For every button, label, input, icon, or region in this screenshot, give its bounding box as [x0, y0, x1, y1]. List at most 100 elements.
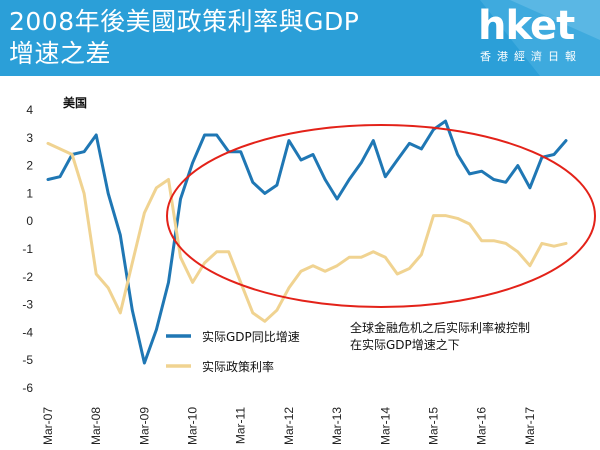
data-point-gdp [372, 139, 375, 142]
data-point-rate [203, 261, 206, 265]
data-point-rate [408, 267, 411, 270]
data-point-gdp [323, 178, 327, 181]
page-title: 2008年後美國政策利率與GDP增速之差 [9, 7, 360, 68]
y-tick-label: -5 [22, 353, 33, 367]
highlight-ellipse [166, 124, 596, 308]
x-tick-label: Mar-13 [330, 407, 344, 445]
data-point-rate [167, 178, 170, 181]
data-point-rate [396, 272, 399, 276]
data-point-gdp [492, 178, 495, 181]
data-point-rate [540, 242, 544, 245]
series-line-rate [46, 141, 568, 323]
data-point-gdp [251, 181, 254, 184]
header-banner: 2008年後美國政策利率與GDP增速之差 hket 香港經濟日報 [0, 0, 600, 76]
data-point-rate [432, 214, 435, 217]
data-point-gdp [528, 186, 532, 189]
data-point-rate [360, 256, 363, 259]
data-point-gdp [396, 158, 399, 162]
data-point-gdp [203, 133, 206, 137]
data-point-gdp [408, 142, 411, 145]
data-point-rate [179, 256, 182, 259]
x-tick-label: Mar-16 [475, 407, 489, 445]
x-tick-label: Mar-07 [41, 407, 55, 445]
line-chart: 4 3 2 1 0 -1 -2 -3 -4 -5 -6 Mar-07 Mar-08 Mar-09 Mar-1… [22, 95, 596, 445]
data-point-rate [564, 242, 568, 245]
data-point-gdp [119, 233, 122, 237]
axis-layer: 4 3 2 1 0 -1 -2 -3 -4 -5 -6 Mar-07 Mar-08 Mar-09 Mar-1… [22, 103, 537, 445]
data-point-gdp [311, 153, 315, 156]
y-tick-label: 3 [26, 131, 33, 145]
y-tick-label: -6 [22, 381, 33, 395]
data-point-gdp [552, 153, 556, 156]
data-point-rate [107, 286, 110, 290]
series-line-gdp [46, 119, 568, 365]
data-point-rate [335, 264, 339, 267]
x-tick-label: Mar-14 [378, 407, 392, 445]
chart-region-label: 美国 [63, 95, 87, 110]
data-point-gdp [299, 158, 303, 162]
data-point-gdp [384, 175, 387, 178]
data-point-rate [299, 270, 303, 273]
data-point-rate [528, 264, 532, 267]
data-point-gdp [58, 175, 62, 178]
data-point-gdp [179, 197, 182, 201]
data-point-gdp [480, 170, 483, 173]
y-tick-label: -4 [22, 325, 33, 339]
x-tick-label: Mar-15 [426, 407, 440, 445]
data-point-gdp [107, 192, 110, 195]
data-point-rate [384, 256, 387, 259]
annotation-line-1: 全球金融危机之后实际利率被控制 [350, 320, 530, 335]
data-point-rate [70, 153, 74, 156]
data-point-rate [420, 253, 423, 256]
y-tick-label: 2 [26, 159, 33, 173]
data-point-rate [480, 239, 483, 242]
logo-decoration-icon [480, 0, 600, 76]
data-point-rate [504, 242, 507, 245]
data-point-gdp [468, 172, 471, 176]
data-point-gdp [444, 119, 447, 123]
data-point-gdp [504, 181, 507, 184]
legend-label-rate: 实际政策利率 [202, 359, 274, 374]
data-point-rate [468, 222, 471, 226]
data-point-gdp [95, 133, 98, 137]
data-point-gdp [420, 147, 423, 151]
data-point-gdp [275, 183, 279, 187]
data-point-rate [58, 147, 62, 151]
y-tick-label: 4 [26, 103, 33, 117]
data-point-rate [251, 311, 254, 315]
y-tick-label: -2 [22, 270, 33, 284]
data-point-rate [131, 261, 134, 265]
data-point-gdp [335, 197, 339, 201]
x-tick-label: Mar-09 [137, 407, 151, 445]
data-point-gdp [456, 153, 459, 156]
data-point-rate [275, 309, 279, 312]
data-point-gdp [360, 161, 363, 164]
logo: hket [478, 3, 575, 49]
legend-label-gdp: 实际GDP同比增速 [202, 329, 300, 344]
data-point-gdp [131, 309, 134, 312]
data-point-rate [82, 192, 86, 195]
y-tick-label: 0 [26, 214, 33, 228]
logo-subtitle: 香港經濟日報 [480, 50, 582, 63]
data-point-rate [227, 250, 230, 253]
data-point-gdp [143, 361, 146, 365]
data-point-gdp [167, 281, 170, 284]
y-tick-label: -1 [22, 242, 33, 256]
y-tick-label: -3 [22, 298, 33, 312]
data-point-rate [348, 256, 351, 259]
data-point-rate [287, 286, 291, 290]
data-point-rate [444, 214, 447, 217]
data-point-rate [95, 272, 98, 276]
data-point-gdp [82, 150, 86, 153]
data-point-gdp [263, 192, 266, 195]
legend: 实际GDP同比增速 实际政策利率 [166, 329, 300, 374]
data-point-rate [323, 270, 327, 273]
data-point-gdp [564, 139, 568, 142]
data-point-rate [155, 186, 158, 189]
data-point-rate [119, 311, 122, 315]
data-point-gdp [46, 178, 50, 181]
data-point-gdp [215, 133, 218, 137]
series-layer [46, 119, 568, 365]
data-point-gdp [516, 164, 519, 167]
data-point-rate [516, 250, 519, 253]
